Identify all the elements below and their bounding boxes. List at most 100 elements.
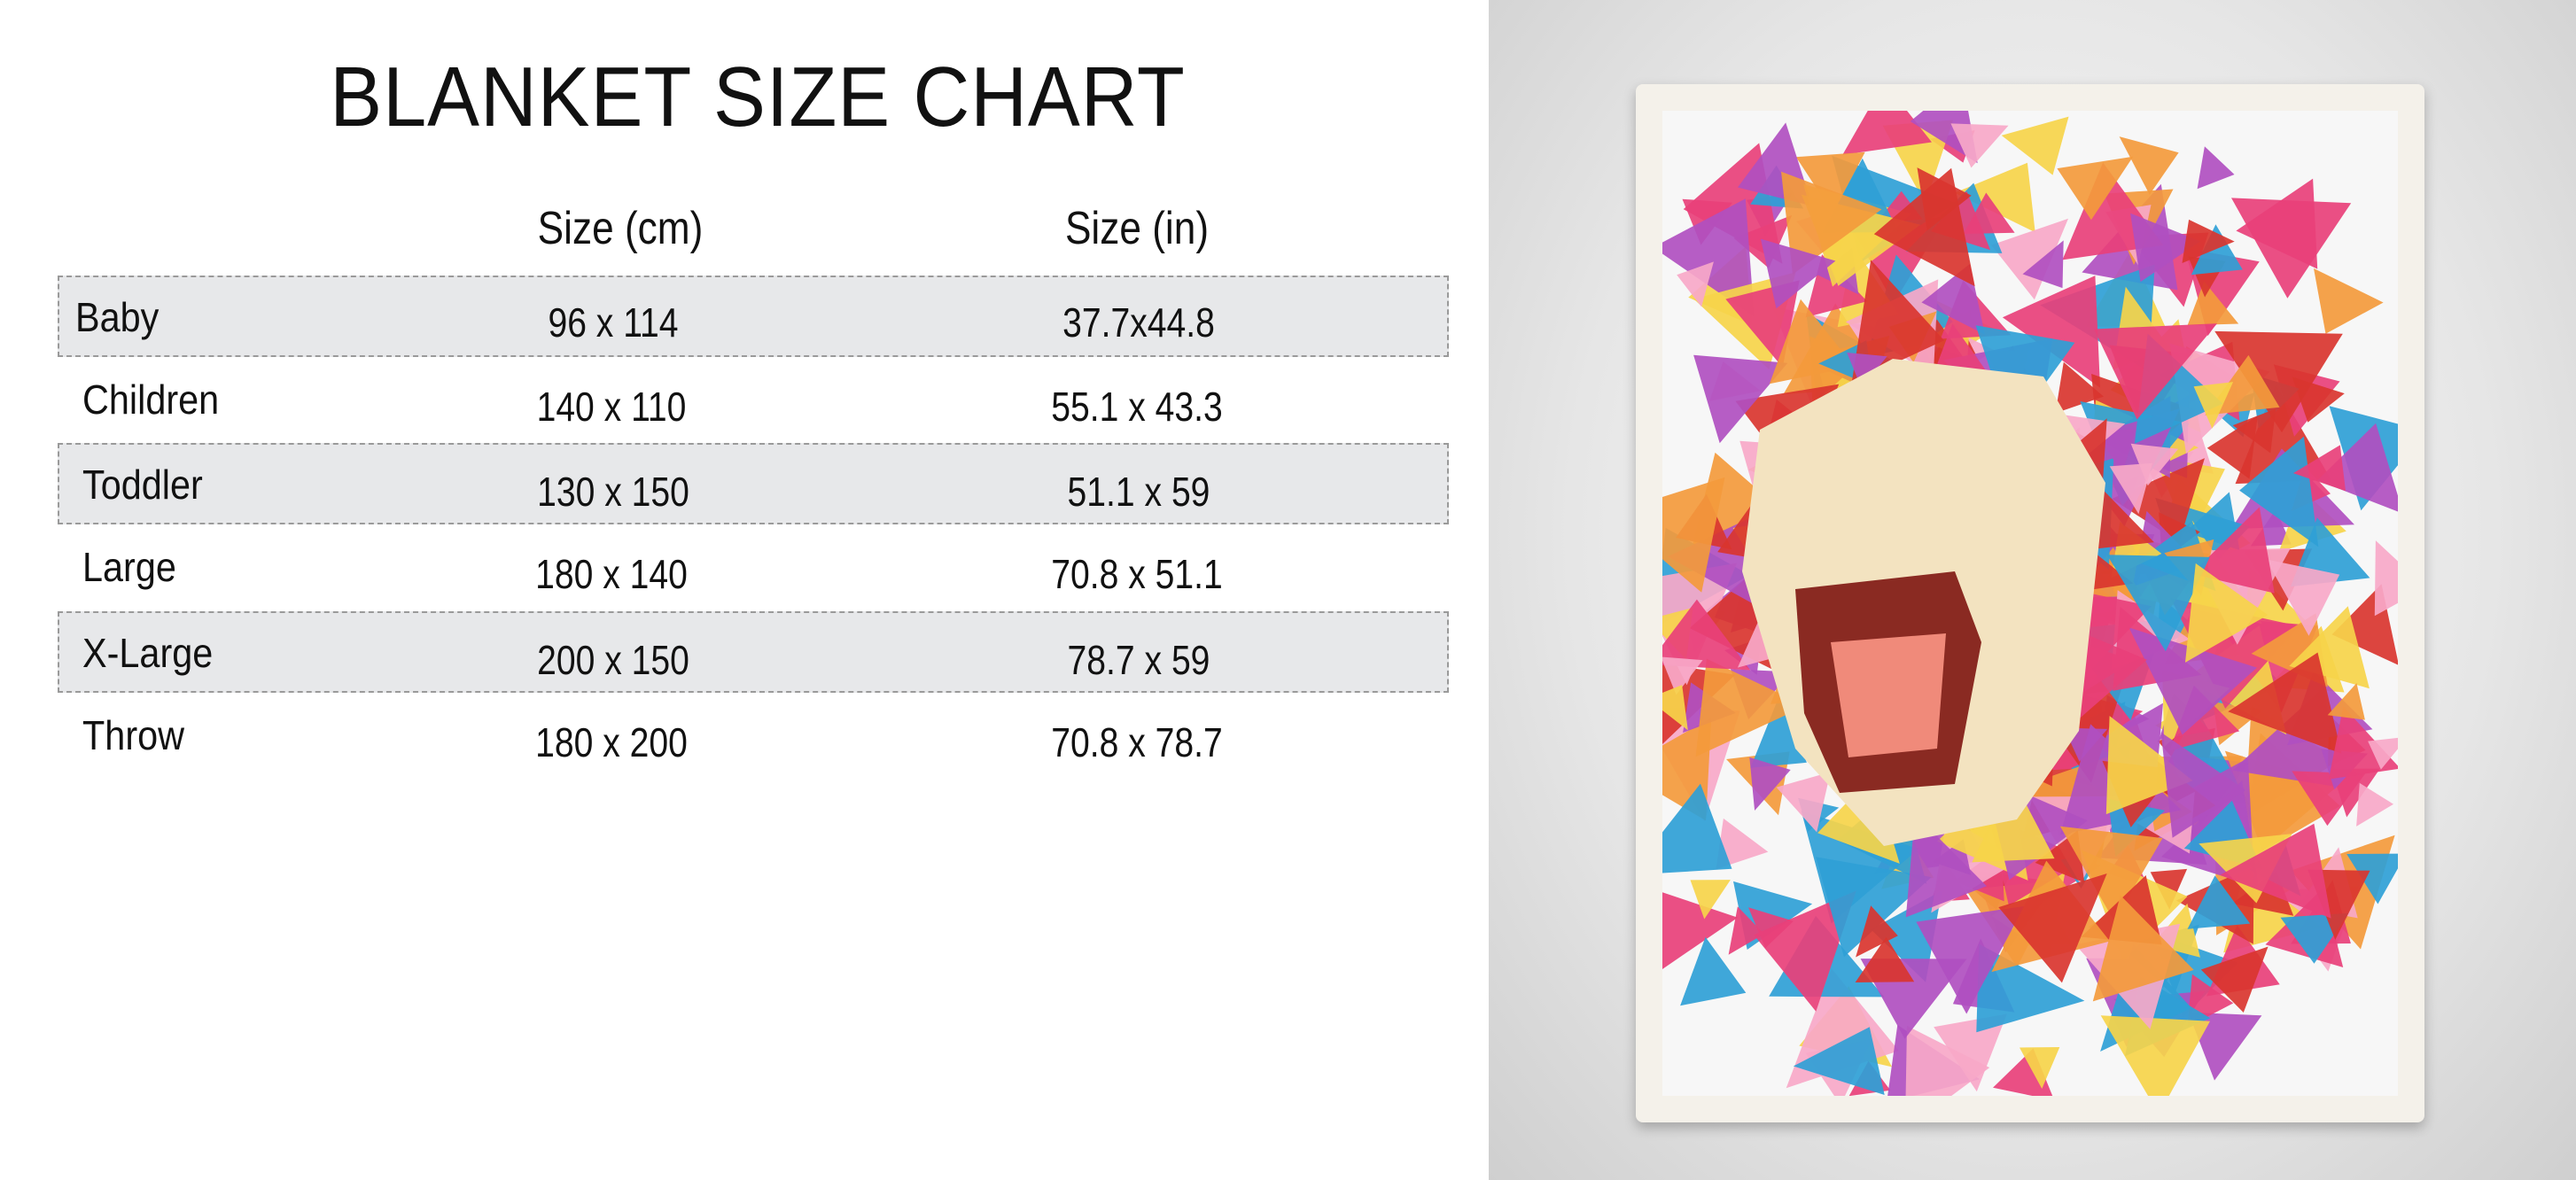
mane-triangle bbox=[1873, 167, 1975, 287]
mane-triangle bbox=[1647, 599, 1751, 671]
lion-artwork bbox=[1608, 78, 2426, 1130]
mane-triangle bbox=[1693, 354, 1788, 444]
mane-triangle bbox=[1653, 198, 1755, 317]
table-row: Large 180 x 140 70.8 x 51.1 bbox=[58, 527, 1449, 609]
mane-triangle bbox=[1934, 1013, 2007, 1092]
mane-triangle bbox=[1776, 772, 1831, 833]
mane-triangle bbox=[1993, 1048, 2055, 1101]
mane-triangle bbox=[2109, 462, 2152, 515]
mane-triangle bbox=[2187, 875, 2251, 929]
mane-triangle bbox=[2169, 685, 2240, 751]
mane-triangle bbox=[1905, 813, 1987, 918]
blanket-image bbox=[1608, 78, 2426, 1130]
size-in: 78.7 x 59 bbox=[1067, 637, 1210, 683]
mane-triangle bbox=[2092, 895, 2194, 1002]
mane-triangle bbox=[2057, 156, 2134, 221]
mane-triangle bbox=[1716, 818, 1769, 870]
mane-triangle bbox=[2106, 555, 2210, 652]
mane-triangle bbox=[2130, 213, 2201, 283]
mane-triangle bbox=[1781, 171, 1882, 275]
mane-triangle bbox=[2185, 492, 2240, 551]
table-row: Children 140 x 110 55.1 x 43.3 bbox=[58, 360, 1449, 441]
table-row: Toddler 130 x 150 51.1 x 59 bbox=[58, 443, 1449, 524]
table-row: Baby 96 x 114 37.7x44.8 bbox=[58, 276, 1449, 357]
mane-triangle bbox=[2292, 771, 2366, 827]
row-label: Toddler bbox=[82, 462, 203, 508]
mane-triangle bbox=[1795, 151, 1865, 213]
mane-triangle bbox=[1728, 906, 1764, 955]
row-label: X-Large bbox=[82, 630, 214, 676]
column-header-in: Size (in) bbox=[1064, 203, 1210, 254]
size-in: 70.8 x 78.7 bbox=[1051, 719, 1223, 765]
mane-triangle bbox=[1680, 936, 1747, 1006]
mane-triangle bbox=[2214, 330, 2343, 433]
mane-triangle bbox=[2182, 219, 2235, 263]
size-cm: 140 x 110 bbox=[536, 384, 687, 430]
row-label: Large bbox=[82, 544, 176, 590]
mane-triangle bbox=[2374, 540, 2426, 617]
size-cm: 130 x 150 bbox=[537, 469, 689, 515]
row-label: Baby bbox=[75, 294, 160, 340]
size-cm: 96 x 114 bbox=[548, 299, 679, 345]
mane-triangle bbox=[2020, 1047, 2060, 1089]
column-header-cm: Size (cm) bbox=[537, 203, 704, 254]
mane-triangle bbox=[1998, 873, 2107, 983]
mane-triangle bbox=[2022, 240, 2064, 289]
mane-triangle bbox=[1690, 880, 1731, 920]
size-in: 51.1 x 59 bbox=[1067, 469, 1210, 515]
size-chart-panel: BLANKET SIZE CHART Size (cm) Size (in) B… bbox=[58, 50, 1449, 777]
row-label: Throw bbox=[82, 712, 185, 758]
size-cm: 180 x 140 bbox=[535, 551, 688, 597]
mane-triangle bbox=[2100, 1015, 2210, 1114]
mane-triangle bbox=[2187, 281, 2239, 326]
mane-triangle bbox=[2220, 823, 2331, 919]
mane-triangle bbox=[1695, 658, 1806, 757]
table-row: X-Large 200 x 150 78.7 x 59 bbox=[58, 611, 1449, 693]
mane-triangle bbox=[1816, 857, 1932, 958]
mane-triangle bbox=[2130, 443, 2179, 486]
mane-triangle bbox=[2327, 683, 2365, 720]
mane-triangle bbox=[1749, 757, 1791, 811]
size-in: 55.1 x 43.3 bbox=[1051, 384, 1223, 430]
mane-triangle bbox=[1842, 82, 1932, 155]
size-in: 70.8 x 51.1 bbox=[1051, 551, 1223, 597]
mane-triangle bbox=[1963, 192, 2015, 234]
mane-triangle bbox=[2200, 946, 2269, 1013]
mane-triangle bbox=[2059, 826, 2163, 921]
mane-triangle bbox=[2002, 276, 2100, 388]
mane-triangle bbox=[2228, 652, 2342, 754]
mane-triangle bbox=[2346, 853, 2407, 904]
mane-triangle bbox=[1619, 718, 1712, 821]
mane-triangle bbox=[2236, 178, 2318, 269]
mane-triangle bbox=[2105, 716, 2193, 815]
size-cm: 200 x 150 bbox=[537, 637, 689, 683]
mane-triangle bbox=[1856, 905, 1898, 958]
mane-triangle bbox=[1916, 905, 2025, 1014]
mane-triangle bbox=[1793, 1027, 1885, 1095]
size-cm: 180 x 200 bbox=[535, 719, 688, 765]
mane-triangle bbox=[1950, 123, 2009, 168]
mane-triangle bbox=[2185, 563, 2269, 663]
mane-triangle bbox=[2193, 382, 2234, 429]
mane-triangle bbox=[2112, 458, 2205, 543]
mane-triangle bbox=[2094, 323, 2218, 420]
mane-triangle bbox=[2235, 384, 2331, 485]
mane-triangle bbox=[2232, 408, 2276, 454]
mane-triangle bbox=[1851, 260, 1944, 384]
mane-triangle bbox=[1954, 162, 2035, 233]
mane-triangle bbox=[2356, 782, 2393, 827]
mane-triangle bbox=[2292, 445, 2346, 492]
mane-triangle bbox=[2188, 1012, 2262, 1081]
mane-triangle bbox=[2001, 116, 2069, 175]
table-row: Throw 180 x 200 70.8 x 78.7 bbox=[58, 695, 1449, 777]
mane-triangle bbox=[1750, 695, 1807, 768]
mane-triangle bbox=[1972, 778, 2055, 863]
page-title: BLANKET SIZE CHART bbox=[330, 50, 1186, 144]
mane-triangle bbox=[2055, 361, 2104, 414]
mane-triangle bbox=[2266, 559, 2340, 636]
mane-triangle bbox=[2224, 750, 2338, 850]
size-in: 37.7x44.8 bbox=[1062, 299, 1215, 345]
mane-triangle bbox=[2239, 436, 2319, 547]
product-photo-panel bbox=[1489, 0, 2576, 1180]
mane-triangle bbox=[2129, 627, 2257, 735]
